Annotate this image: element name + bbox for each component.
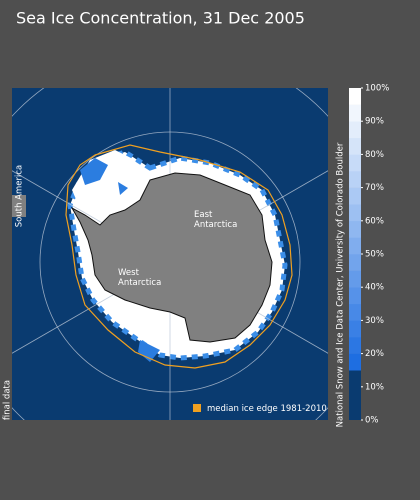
median-ice-edge [65, 144, 293, 369]
antarctica [70, 172, 273, 343]
colorbar-step [349, 287, 361, 305]
colorbar-label: 40% [365, 283, 384, 293]
colorbar-step [349, 220, 361, 238]
colorbar-step [349, 88, 361, 105]
status-label: final data [3, 380, 13, 420]
colorbar-label: 20% [365, 349, 384, 359]
map: East Antarctica West Antarctica South Amer… [12, 88, 328, 420]
colorbar-step [349, 137, 361, 155]
colorbar-step [349, 204, 361, 222]
colorbar-step [349, 171, 361, 188]
colorbar-label: 30% [365, 316, 384, 326]
south-america-land [12, 195, 26, 217]
credit: National Snow and Ice Data Center, Unive… [336, 142, 346, 427]
title: Sea Ice Concentration, 31 Dec 2005 [16, 9, 305, 28]
colorbar-step [349, 337, 361, 354]
ice-patches [80, 158, 160, 362]
colorbar-step [349, 187, 361, 205]
colorbar-step [349, 303, 361, 321]
colorbar-step [349, 237, 361, 255]
legend-label: median ice edge 1981-2010 [207, 404, 327, 414]
colorbar-label: 60% [365, 216, 384, 226]
colorbar-step [349, 270, 361, 288]
colorbar-step [349, 370, 361, 420]
colorbar-label: 80% [365, 150, 384, 160]
colorbar-label: 90% [365, 117, 384, 127]
colorbar: 0% 10% 20% 30% 40% 50% 60% 70% 80% 90% 100% [349, 84, 389, 426]
region-label: South America [15, 165, 25, 227]
colorbar-step [349, 353, 361, 371]
colorbar-label: 10% [365, 382, 384, 392]
colorbar-step [349, 121, 361, 139]
colorbar-step [349, 104, 361, 122]
colorbar-label: 100% [365, 84, 389, 94]
region-label: West Antarctica [118, 268, 161, 288]
colorbar-step [349, 254, 361, 271]
colorbar-step [349, 320, 361, 338]
colorbar-label: 70% [365, 183, 384, 193]
legend-swatch [193, 404, 201, 412]
region-label: East Antarctica [194, 210, 237, 230]
colorbar-step [349, 154, 361, 172]
colorbar-label: 0% [365, 416, 379, 426]
colorbar-label: 50% [365, 250, 384, 260]
